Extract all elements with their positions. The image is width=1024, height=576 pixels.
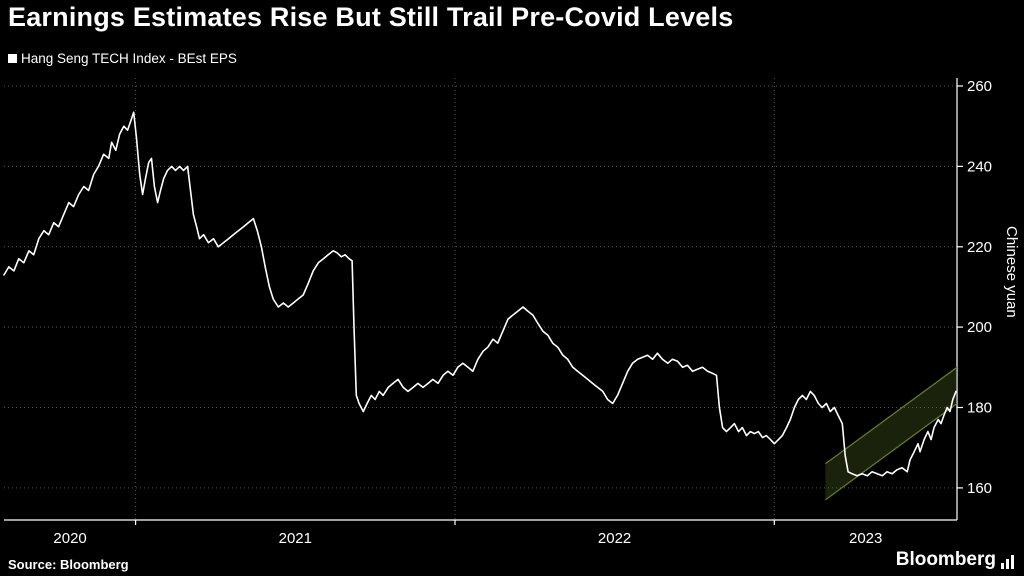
chart-title: Earnings Estimates Rise But Still Trail …	[8, 2, 734, 32]
y-tick-label: 160	[967, 480, 992, 497]
channel-bottom-line	[825, 402, 958, 501]
x-tick-label: 2020	[53, 530, 86, 547]
legend-swatch-icon	[8, 54, 17, 63]
y-tick-label: 260	[967, 78, 992, 95]
trend-channel	[825, 367, 957, 500]
legend-label: Hang Seng TECH Index - BEst EPS	[21, 51, 237, 66]
source-text: Source: Bloomberg	[8, 557, 129, 572]
x-tick-label: 2021	[279, 530, 312, 547]
bar	[1011, 555, 1014, 569]
legend: Hang Seng TECH Index - BEst EPS	[8, 51, 237, 66]
y-tick-label: 220	[967, 239, 992, 256]
x-tick-label: 2022	[598, 530, 631, 547]
y-axis-title: Chinese yuan	[1003, 226, 1020, 318]
eps-line	[3, 111, 957, 477]
channel-top-line	[825, 366, 958, 465]
y-tick-label: 200	[967, 319, 992, 336]
x-tick-label: 2023	[849, 530, 882, 547]
bar	[1001, 563, 1004, 569]
bar-chart-icon	[1001, 555, 1014, 571]
bloomberg-logo: Bloomberg	[896, 549, 1014, 571]
bloomberg-wordmark: Bloomberg	[895, 549, 996, 570]
bar	[1006, 559, 1009, 569]
y-tick-label: 240	[967, 158, 992, 175]
y-tick-label: 180	[967, 400, 992, 417]
